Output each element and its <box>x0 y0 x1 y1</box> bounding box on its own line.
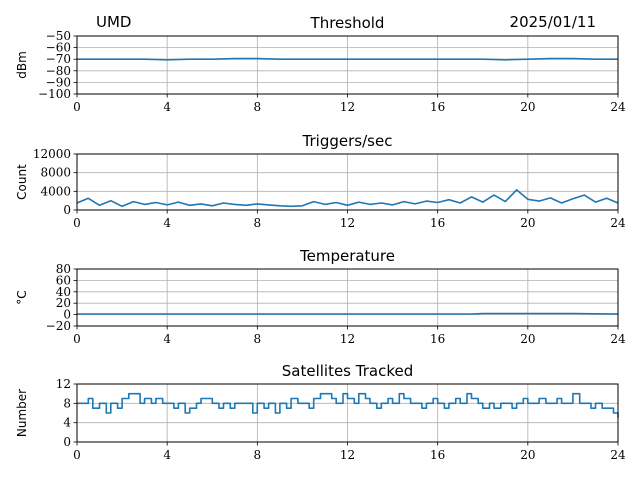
x-tick-label: 16 <box>430 332 445 346</box>
threshold-grid <box>77 36 618 94</box>
threshold-title: Threshold <box>310 14 385 32</box>
x-tick-label: 24 <box>610 448 626 462</box>
y-tick-label: −70 <box>46 52 71 66</box>
x-tick-label: 4 <box>163 448 171 462</box>
triggers-sec-grid <box>77 154 618 210</box>
y-tick-label: 60 <box>56 273 71 287</box>
x-tick-label: 0 <box>73 100 81 114</box>
x-tick-label: 20 <box>520 448 535 462</box>
y-tick-label: 20 <box>56 296 71 310</box>
x-tick-label: 20 <box>520 332 535 346</box>
x-tick-label: 24 <box>610 100 626 114</box>
y-tick-label: −50 <box>46 29 71 43</box>
triggers-sec-ylabel: Count <box>15 164 29 200</box>
x-tick-label: 0 <box>73 332 81 346</box>
satellites-tracked-ylabel: Number <box>15 389 29 437</box>
triggers-sec-series-line <box>76 189 619 208</box>
satellites-tracked-grid <box>77 384 618 442</box>
y-tick-label: 80 <box>56 262 71 276</box>
y-tick-label: −80 <box>46 64 71 78</box>
x-tick-label: 16 <box>430 448 445 462</box>
y-tick-label: 4000 <box>40 184 71 198</box>
x-tick-label: 4 <box>163 216 171 230</box>
satellites-tracked-title: Satellites Tracked <box>282 362 413 380</box>
y-tick-label: −90 <box>46 75 71 89</box>
x-tick-label: 8 <box>254 216 262 230</box>
y-tick-label: −20 <box>46 319 71 333</box>
y-tick-label: 12000 <box>33 147 71 161</box>
x-tick-label: 4 <box>163 332 171 346</box>
y-tick-label: 8 <box>63 396 71 410</box>
x-tick-label: 20 <box>520 216 535 230</box>
y-tick-label: 0 <box>63 308 71 322</box>
y-tick-label: 0 <box>63 435 71 449</box>
x-tick-label: 16 <box>430 100 445 114</box>
x-tick-label: 16 <box>430 216 445 230</box>
x-tick-label: 12 <box>340 448 355 462</box>
y-tick-label: 0 <box>63 203 71 217</box>
threshold-chart: 0 4 8 12 16 20 24 −100−90−80−70−60−50 Threshold d… <box>15 14 626 114</box>
triggers-sec-title: Triggers/sec <box>302 132 393 150</box>
x-tick-label: 12 <box>340 100 355 114</box>
temperature-ylabel: °C <box>15 290 29 304</box>
y-tick-label: 12 <box>56 377 71 391</box>
x-tick-label: 8 <box>254 100 262 114</box>
y-tick-label: 8000 <box>40 166 71 180</box>
x-tick-label: 4 <box>163 100 171 114</box>
x-tick-label: 24 <box>610 216 626 230</box>
y-tick-label: −100 <box>38 87 71 101</box>
temperature-grid <box>77 269 618 326</box>
x-tick-label: 0 <box>73 216 81 230</box>
y-tick-label: 40 <box>56 285 71 299</box>
x-tick-label: 20 <box>520 100 535 114</box>
charts-area: 0 4 8 12 16 20 24 −100−90−80−70−60−50 Threshold d… <box>15 14 626 462</box>
y-tick-label: 4 <box>63 416 71 430</box>
site-label: UMD <box>96 13 131 31</box>
satellites-tracked-series-line <box>77 392 619 418</box>
satellites-tracked-chart: 0 4 8 12 16 20 24 0 4 8 12 Satellites Tracked Number <box>15 362 626 462</box>
threshold-ylabel: dBm <box>15 51 29 79</box>
threshold-series-line <box>77 57 618 61</box>
temperature-series-line <box>77 312 619 315</box>
x-tick-label: 8 <box>254 332 262 346</box>
date-label: 2025/01/11 <box>510 13 596 31</box>
y-tick-label: −60 <box>46 41 71 55</box>
x-tick-label: 12 <box>340 332 355 346</box>
triggers-sec-chart: 0 4 8 12 16 20 24 0 4000 8000 12000 Triggers/sec Cou… <box>15 132 626 230</box>
x-tick-label: 0 <box>73 448 81 462</box>
temperature-title: Temperature <box>299 247 395 265</box>
x-tick-label: 8 <box>254 448 262 462</box>
x-tick-label: 12 <box>340 216 355 230</box>
x-tick-label: 24 <box>610 332 626 346</box>
